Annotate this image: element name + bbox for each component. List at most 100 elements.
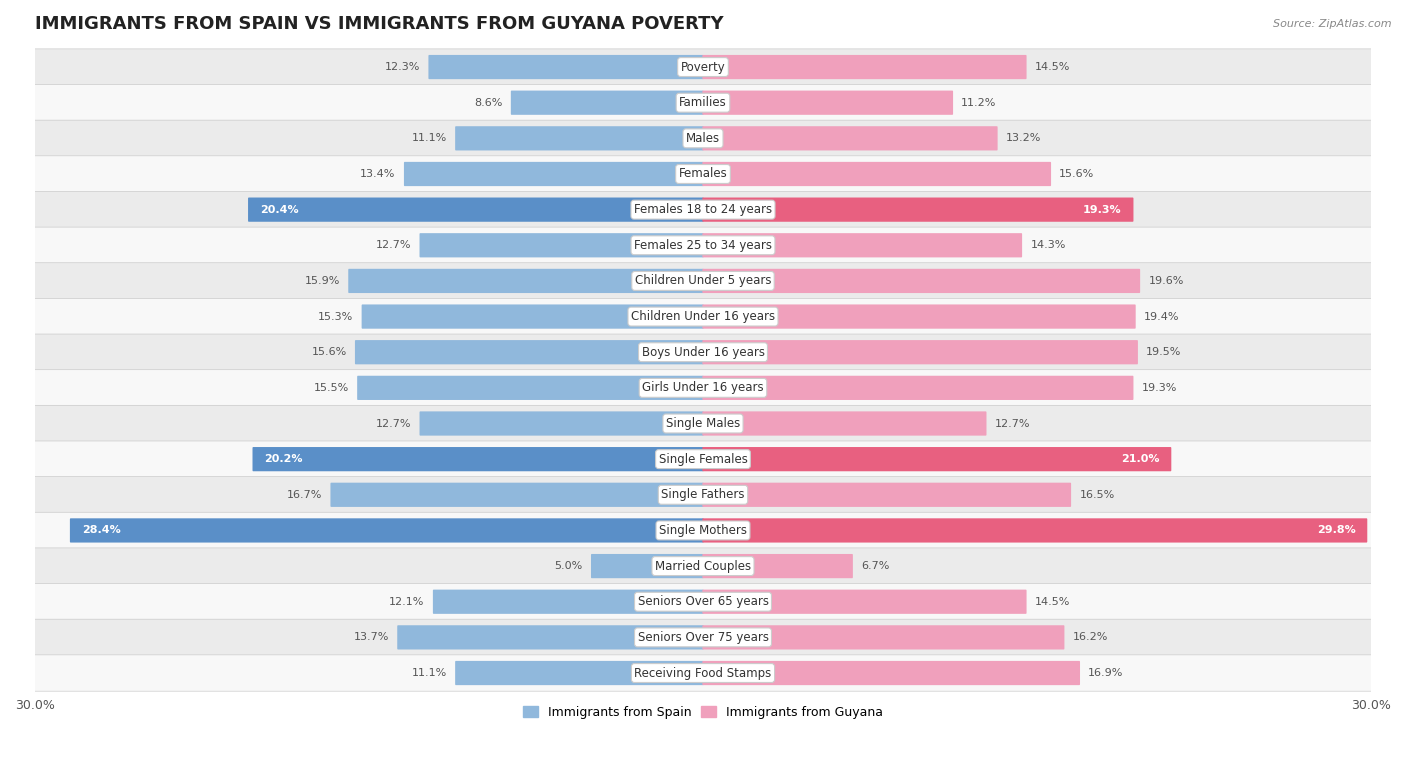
FancyBboxPatch shape	[703, 661, 1080, 685]
Text: Females 18 to 24 years: Females 18 to 24 years	[634, 203, 772, 216]
FancyBboxPatch shape	[34, 85, 1372, 121]
Text: 11.1%: 11.1%	[412, 133, 447, 143]
Text: 15.3%: 15.3%	[318, 312, 353, 321]
Text: 13.2%: 13.2%	[1005, 133, 1042, 143]
Text: 8.6%: 8.6%	[474, 98, 502, 108]
FancyBboxPatch shape	[703, 340, 1137, 365]
Text: 6.7%: 6.7%	[860, 561, 890, 571]
Text: 19.5%: 19.5%	[1146, 347, 1181, 357]
Text: 20.2%: 20.2%	[264, 454, 302, 464]
FancyBboxPatch shape	[34, 227, 1372, 264]
Text: 12.7%: 12.7%	[375, 240, 412, 250]
FancyBboxPatch shape	[34, 441, 1372, 478]
Text: 11.1%: 11.1%	[412, 668, 447, 678]
FancyBboxPatch shape	[34, 334, 1372, 371]
Text: Seniors Over 65 years: Seniors Over 65 years	[637, 595, 769, 608]
FancyBboxPatch shape	[253, 447, 703, 471]
Text: Single Females: Single Females	[658, 453, 748, 465]
FancyBboxPatch shape	[703, 55, 1026, 79]
Text: Poverty: Poverty	[681, 61, 725, 74]
FancyBboxPatch shape	[34, 548, 1372, 584]
FancyBboxPatch shape	[404, 162, 703, 186]
Text: 5.0%: 5.0%	[554, 561, 582, 571]
Text: Females: Females	[679, 168, 727, 180]
FancyBboxPatch shape	[703, 376, 1133, 400]
Text: 19.3%: 19.3%	[1083, 205, 1122, 215]
Text: 19.6%: 19.6%	[1149, 276, 1184, 286]
FancyBboxPatch shape	[34, 619, 1372, 656]
Text: Seniors Over 75 years: Seniors Over 75 years	[637, 631, 769, 644]
Text: 16.9%: 16.9%	[1088, 668, 1123, 678]
FancyBboxPatch shape	[34, 406, 1372, 442]
FancyBboxPatch shape	[34, 299, 1372, 335]
FancyBboxPatch shape	[433, 590, 703, 614]
Text: 11.2%: 11.2%	[962, 98, 997, 108]
Text: 15.6%: 15.6%	[1059, 169, 1094, 179]
Text: Receiving Food Stamps: Receiving Food Stamps	[634, 666, 772, 679]
Text: 12.3%: 12.3%	[385, 62, 420, 72]
Text: 12.1%: 12.1%	[389, 597, 425, 606]
Text: Females 25 to 34 years: Females 25 to 34 years	[634, 239, 772, 252]
Text: 13.7%: 13.7%	[354, 632, 389, 642]
FancyBboxPatch shape	[34, 156, 1372, 193]
FancyBboxPatch shape	[429, 55, 703, 79]
Text: Children Under 5 years: Children Under 5 years	[634, 274, 772, 287]
Text: Single Males: Single Males	[666, 417, 740, 430]
Text: 13.4%: 13.4%	[360, 169, 395, 179]
FancyBboxPatch shape	[419, 233, 703, 258]
Text: 15.6%: 15.6%	[312, 347, 347, 357]
FancyBboxPatch shape	[419, 412, 703, 436]
FancyBboxPatch shape	[703, 518, 1367, 543]
Text: Source: ZipAtlas.com: Source: ZipAtlas.com	[1274, 19, 1392, 29]
Text: 16.2%: 16.2%	[1073, 632, 1108, 642]
FancyBboxPatch shape	[34, 477, 1372, 513]
FancyBboxPatch shape	[703, 269, 1140, 293]
FancyBboxPatch shape	[703, 233, 1022, 258]
FancyBboxPatch shape	[703, 554, 853, 578]
FancyBboxPatch shape	[34, 121, 1372, 156]
Text: Families: Families	[679, 96, 727, 109]
Text: Boys Under 16 years: Boys Under 16 years	[641, 346, 765, 359]
Text: 16.7%: 16.7%	[287, 490, 322, 500]
FancyBboxPatch shape	[456, 661, 703, 685]
FancyBboxPatch shape	[34, 584, 1372, 620]
FancyBboxPatch shape	[398, 625, 703, 650]
Text: 14.3%: 14.3%	[1031, 240, 1066, 250]
FancyBboxPatch shape	[703, 625, 1064, 650]
FancyBboxPatch shape	[330, 483, 703, 507]
FancyBboxPatch shape	[34, 512, 1372, 549]
Text: 12.7%: 12.7%	[375, 418, 412, 428]
FancyBboxPatch shape	[703, 447, 1171, 471]
FancyBboxPatch shape	[703, 483, 1071, 507]
Text: 15.5%: 15.5%	[314, 383, 349, 393]
Legend: Immigrants from Spain, Immigrants from Guyana: Immigrants from Spain, Immigrants from G…	[517, 701, 889, 724]
FancyBboxPatch shape	[349, 269, 703, 293]
Text: Married Couples: Married Couples	[655, 559, 751, 572]
FancyBboxPatch shape	[34, 263, 1372, 299]
FancyBboxPatch shape	[456, 127, 703, 151]
Text: 20.4%: 20.4%	[260, 205, 298, 215]
Text: 14.5%: 14.5%	[1035, 597, 1070, 606]
Text: 28.4%: 28.4%	[82, 525, 121, 535]
Text: 19.3%: 19.3%	[1142, 383, 1177, 393]
FancyBboxPatch shape	[354, 340, 703, 365]
Text: 21.0%: 21.0%	[1121, 454, 1160, 464]
Text: 19.4%: 19.4%	[1144, 312, 1180, 321]
FancyBboxPatch shape	[703, 162, 1052, 186]
FancyBboxPatch shape	[357, 376, 703, 400]
Text: 15.9%: 15.9%	[305, 276, 340, 286]
Text: Single Mothers: Single Mothers	[659, 524, 747, 537]
FancyBboxPatch shape	[703, 127, 998, 151]
FancyBboxPatch shape	[703, 412, 987, 436]
FancyBboxPatch shape	[34, 655, 1372, 691]
FancyBboxPatch shape	[703, 198, 1133, 222]
Text: 14.5%: 14.5%	[1035, 62, 1070, 72]
FancyBboxPatch shape	[703, 305, 1136, 329]
FancyBboxPatch shape	[34, 192, 1372, 228]
Text: IMMIGRANTS FROM SPAIN VS IMMIGRANTS FROM GUYANA POVERTY: IMMIGRANTS FROM SPAIN VS IMMIGRANTS FROM…	[35, 15, 724, 33]
Text: 16.5%: 16.5%	[1080, 490, 1115, 500]
Text: Single Fathers: Single Fathers	[661, 488, 745, 501]
FancyBboxPatch shape	[361, 305, 703, 329]
Text: 29.8%: 29.8%	[1317, 525, 1355, 535]
FancyBboxPatch shape	[34, 49, 1372, 85]
